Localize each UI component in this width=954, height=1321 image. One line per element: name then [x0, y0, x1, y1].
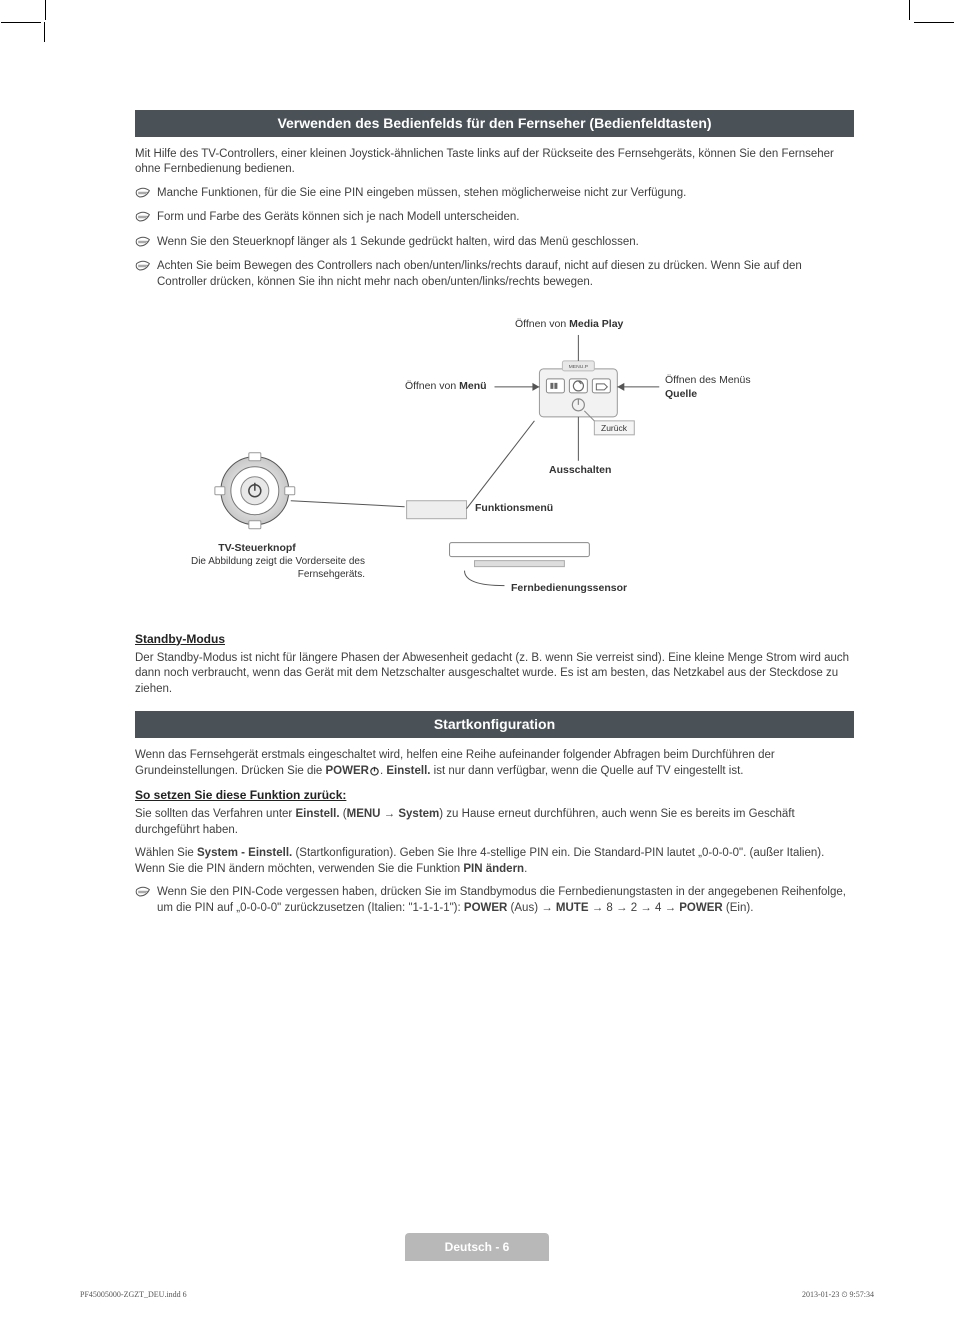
note-item: Achten Sie beim Bewegen des Controllers …: [135, 259, 854, 290]
note-text: Form und Farbe des Geräts können sich je…: [157, 210, 854, 226]
power-icon: [369, 765, 380, 776]
standby-text: Der Standby-Modus ist nicht für längere …: [135, 651, 854, 698]
reset-p2: Wählen Sie System - Einstell. (Startkonf…: [135, 846, 854, 877]
label-funktionsmenu: Funktionsmenü: [475, 501, 553, 515]
note-icon: [135, 187, 153, 205]
label-ausschalten: Ausschalten: [549, 463, 611, 477]
page-content: Verwenden des Bedienfelds für den Fernse…: [135, 110, 854, 922]
note-text: Wenn Sie den PIN-Code vergessen haben, d…: [157, 885, 854, 916]
label-tv-knob: TV-Steuerknopf: [217, 541, 297, 555]
label-quelle: Öffnen des MenüsQuelle: [665, 373, 785, 401]
note-item: Form und Farbe des Geräts können sich je…: [135, 210, 854, 229]
note-item: Wenn Sie den PIN-Code vergessen haben, d…: [135, 885, 854, 916]
section2-intro: Wenn das Fernsehgerät erstmals eingescha…: [135, 748, 854, 779]
label-media-play: Öffnen von Media Play: [515, 317, 623, 331]
section-title-1: Verwenden des Bedienfelds für den Fernse…: [135, 110, 854, 137]
label-menu: Öffnen von Menü: [405, 379, 487, 393]
intro-paragraph: Mit Hilfe des TV-Controllers, einer klei…: [135, 147, 854, 178]
label-tv-knob-sub: Die Abbildung zeigt die Vorderseite des …: [155, 555, 365, 582]
note-icon: [135, 886, 153, 904]
note-icon: [135, 260, 153, 278]
note-text: Manche Funktionen, für die Sie eine PIN …: [157, 186, 854, 202]
page-number: Deutsch - 6: [405, 1233, 550, 1261]
label-zurueck: Zurück: [601, 423, 627, 434]
section-title-2: Startkonfiguration: [135, 711, 854, 738]
standby-heading: Standby-Modus: [135, 631, 854, 647]
reset-p1: Sie sollten das Verfahren unter Einstell…: [135, 807, 854, 838]
menup-label: MENU.P: [569, 363, 589, 369]
note-item: Manche Funktionen, für die Sie eine PIN …: [135, 186, 854, 205]
date-meta: 2013-01-23 ⏲ 9:57:34: [802, 1290, 874, 1301]
note-text: Achten Sie beim Bewegen des Controllers …: [157, 259, 854, 290]
page-footer: Deutsch - 6: [0, 1233, 954, 1261]
crop-mark: [890, 22, 910, 42]
note-icon: [135, 236, 153, 254]
controller-diagram: MENU.P: [135, 311, 854, 621]
note-item: Wenn Sie den Steuerknopf länger als 1 Se…: [135, 235, 854, 254]
label-sensor: Fernbedienungssensor: [511, 581, 627, 595]
note-text: Wenn Sie den Steuerknopf länger als 1 Se…: [157, 235, 854, 251]
reset-heading: So setzen Sie diese Funktion zurück:: [135, 787, 854, 803]
note-icon: [135, 211, 153, 229]
crop-mark: [44, 22, 64, 42]
file-meta: PF45005000-ZGZT_DEU.indd 6: [80, 1290, 187, 1301]
